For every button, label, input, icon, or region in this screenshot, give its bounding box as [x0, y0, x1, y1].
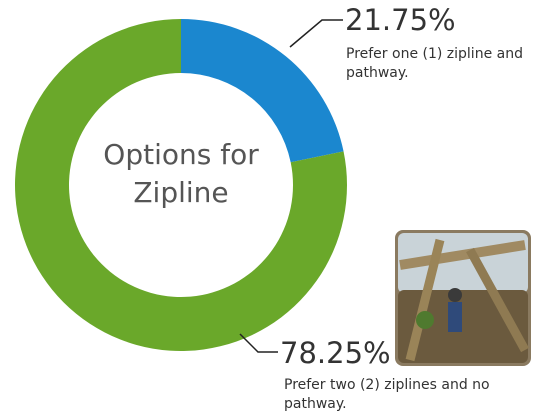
leader-line [289, 19, 343, 48]
photo-bush [416, 311, 434, 329]
photo-person [448, 302, 462, 332]
category-label: Prefer two (2) ziplines and no pathway. [284, 377, 490, 412]
donut-segment [181, 19, 344, 163]
value-label: 78.25% [280, 336, 391, 370]
photo-person [448, 288, 462, 302]
photo-ground [398, 290, 528, 363]
value-label: 21.75% [345, 3, 456, 37]
category-label: Prefer one (1) zipline and pathway. [346, 46, 523, 81]
photo-post [405, 238, 445, 362]
photo-beam [399, 240, 526, 270]
photo-post [466, 247, 529, 353]
donut-segment [14, 19, 348, 351]
center-title: Options for Zipline [103, 138, 259, 209]
leader-line [239, 333, 278, 353]
photo [395, 230, 531, 366]
